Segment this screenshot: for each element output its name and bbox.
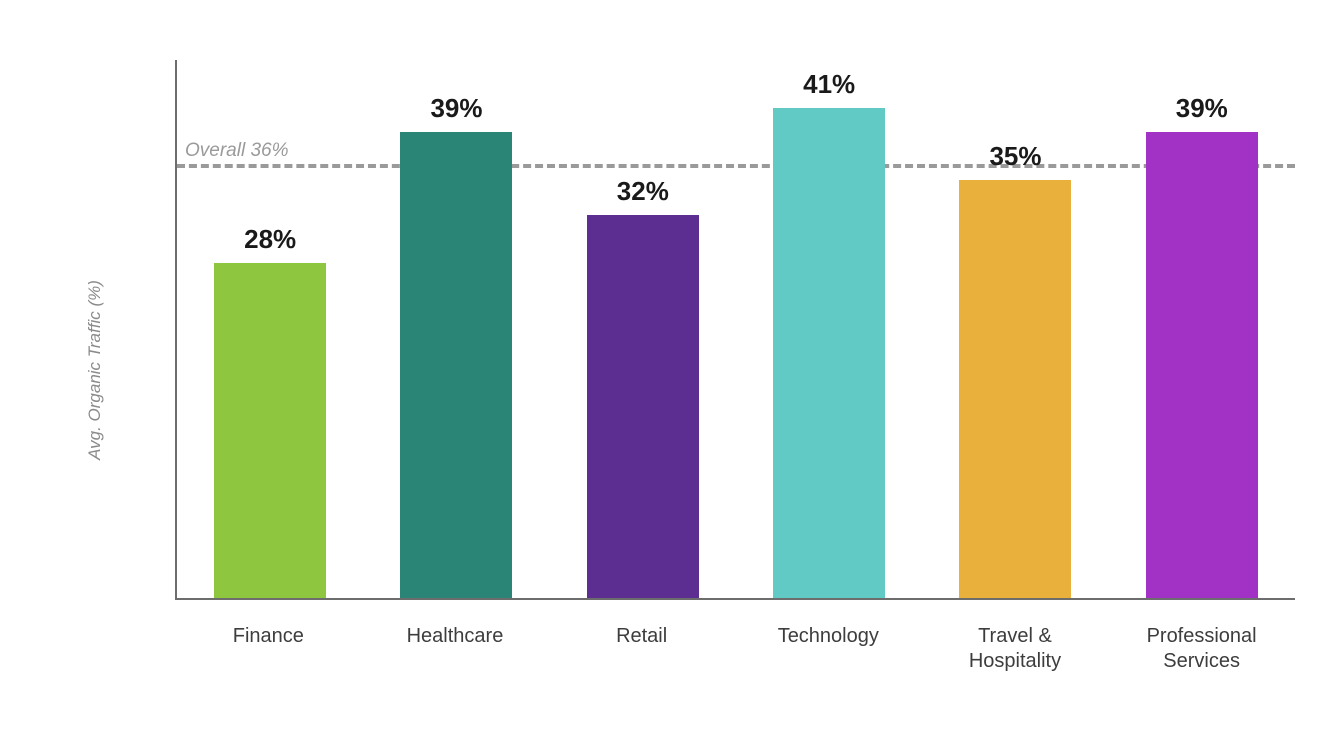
x-axis-label: Travel &Hospitality (922, 610, 1109, 680)
bar-group: 35% (922, 60, 1108, 598)
bars-container: 28% 39% 32% 41% 35% 39% (177, 60, 1295, 598)
x-axis-label: Finance (175, 610, 362, 680)
bar-group: 39% (363, 60, 549, 598)
x-axis-label: Technology (735, 610, 922, 680)
bar (959, 180, 1071, 598)
bar (214, 263, 326, 598)
x-axis-labels: FinanceHealthcareRetailTechnologyTravel … (175, 610, 1295, 680)
bar-value-label: 35% (989, 141, 1041, 172)
x-axis-label: ProfessionalServices (1108, 610, 1295, 680)
bar-group: 32% (550, 60, 736, 598)
bar-value-label: 39% (1176, 93, 1228, 124)
bar-value-label: 41% (803, 69, 855, 100)
bar (1146, 132, 1258, 598)
bar-group: 28% (177, 60, 363, 598)
bar-chart: Avg. Organic Traffic (%) Overall 36% 28%… (115, 60, 1305, 680)
y-axis-label: Avg. Organic Traffic (%) (85, 280, 105, 460)
bar (400, 132, 512, 598)
bar-value-label: 39% (430, 93, 482, 124)
x-axis-label: Healthcare (362, 610, 549, 680)
bar (587, 215, 699, 598)
x-axis-label: Retail (548, 610, 735, 680)
bar-group: 39% (1109, 60, 1295, 598)
bar-value-label: 28% (244, 224, 296, 255)
bar-group: 41% (736, 60, 922, 598)
plot-area: Overall 36% 28%39%32%41%35%39% (175, 60, 1295, 600)
bar (773, 108, 885, 598)
bar-value-label: 32% (617, 176, 669, 207)
